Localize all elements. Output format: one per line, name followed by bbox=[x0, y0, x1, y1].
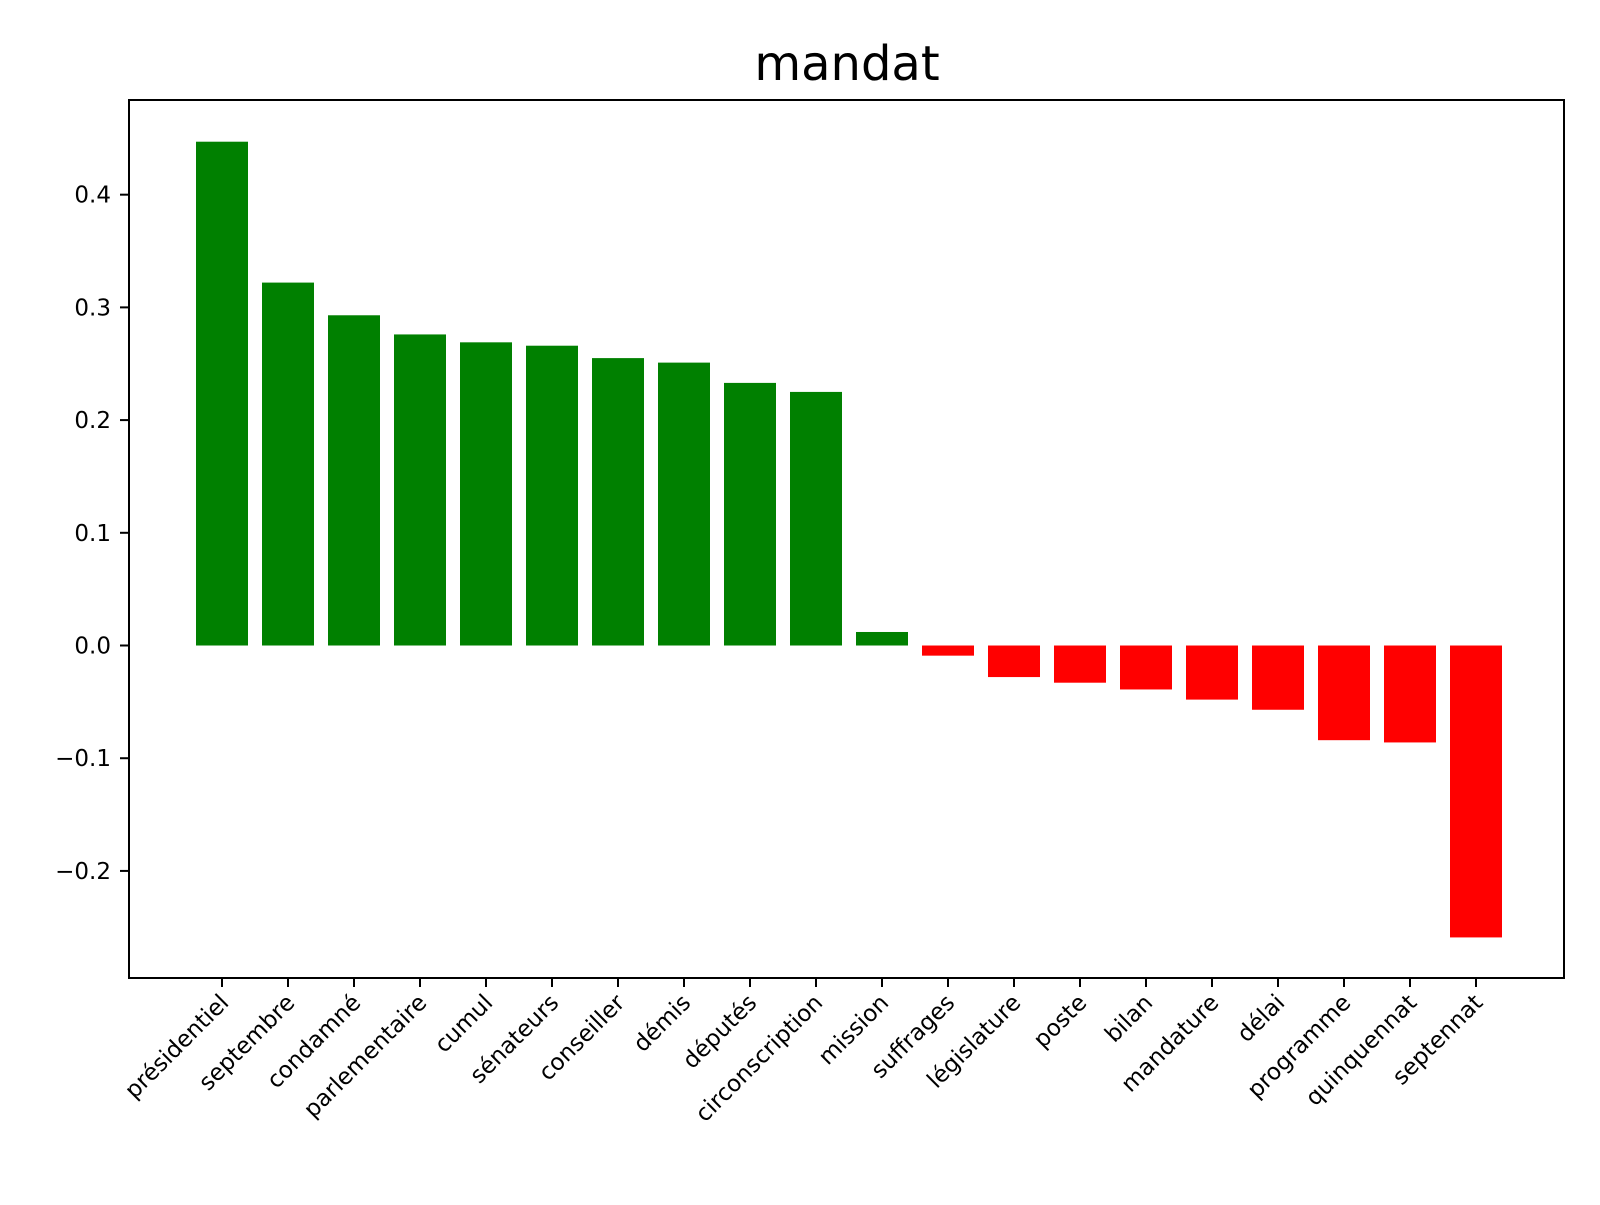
bar-14 bbox=[1120, 645, 1172, 690]
bar-15 bbox=[1186, 645, 1238, 700]
bar-0 bbox=[196, 141, 248, 646]
y-tick-label-6: 0.4 bbox=[74, 183, 111, 209]
bar-13 bbox=[1054, 645, 1106, 683]
x-axis: présidentielseptembrecondamnéparlementai… bbox=[120, 978, 1488, 1127]
y-tick-label-0: −0.2 bbox=[55, 859, 111, 885]
bar-19 bbox=[1450, 645, 1502, 938]
y-tick-label-5: 0.3 bbox=[74, 295, 111, 321]
y-axis: −0.2 −0.1 0.0 0.1 0.2 0.3 0.4 bbox=[55, 183, 129, 885]
y-tick-label-2: 0.0 bbox=[74, 634, 111, 660]
bar-12 bbox=[988, 645, 1040, 678]
bar-6 bbox=[592, 358, 644, 646]
chart-title: mandat bbox=[754, 36, 939, 92]
bar-11 bbox=[922, 645, 974, 656]
bar-18 bbox=[1384, 645, 1436, 743]
bar-2 bbox=[328, 315, 380, 646]
bar-4 bbox=[460, 342, 512, 646]
bar-8 bbox=[724, 382, 776, 646]
bar-3 bbox=[394, 334, 446, 646]
y-tick-label-1: −0.1 bbox=[55, 746, 111, 772]
bar-7 bbox=[658, 362, 710, 646]
y-tick-label-4: 0.2 bbox=[74, 408, 111, 434]
bar-9 bbox=[790, 391, 842, 646]
x-tick-label-14: bilan bbox=[1100, 990, 1158, 1048]
bar-1 bbox=[262, 282, 314, 646]
bar-10 bbox=[856, 631, 908, 646]
bar-17 bbox=[1318, 645, 1370, 741]
y-tick-label-3: 0.1 bbox=[74, 521, 111, 547]
bars-layer bbox=[196, 141, 1502, 938]
x-tick-label-3: parlementaire bbox=[299, 990, 432, 1123]
bar-5 bbox=[526, 345, 578, 646]
plot-frame bbox=[128, 99, 1565, 979]
bar-16 bbox=[1252, 645, 1304, 710]
x-tick-label-13: poste bbox=[1029, 990, 1093, 1054]
x-tick-label-16: délai bbox=[1233, 990, 1291, 1048]
